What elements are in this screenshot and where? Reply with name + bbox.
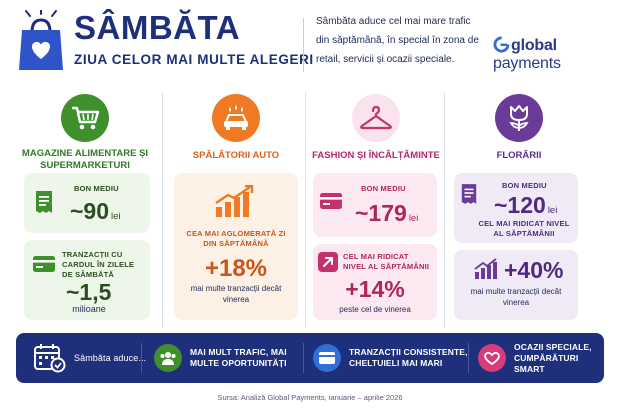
shopping-bag-heart-icon bbox=[19, 10, 63, 70]
column-title: FASHION ȘI ÎNCĂLȚĂMINTE bbox=[312, 150, 440, 161]
unit: lei bbox=[111, 211, 121, 222]
receipt-icon bbox=[461, 184, 477, 204]
calendar-check-icon bbox=[34, 344, 66, 373]
column-divider bbox=[444, 92, 445, 328]
value: ~179 bbox=[355, 200, 407, 226]
card-avg-receipt: BON MEDIU ~120 lei CEL MAI RIDICAT NIVEL … bbox=[454, 173, 578, 243]
card-label: CEA MAI AGLOMERATĂ ZI DIN SĂPTĂMÂNĂ bbox=[186, 229, 286, 248]
card-icon bbox=[33, 256, 55, 272]
column-divider bbox=[162, 92, 163, 328]
transactions-unit: milioane bbox=[72, 304, 106, 314]
busiest-day-value: +18% bbox=[204, 255, 268, 282]
summary-transactions: TRANZACȚII CONSISTENTE, CHELTUIELI MAI M… bbox=[313, 333, 473, 383]
growth-value: +40% bbox=[504, 257, 564, 283]
column-florists: FLORĂRII bbox=[450, 94, 588, 162]
growth-caption: mai multe tranzacții decât vinerea bbox=[470, 287, 562, 307]
intro-text: Sâmbăta aduce cel mai mare trafic din să… bbox=[316, 16, 479, 65]
heart-icon bbox=[478, 344, 506, 372]
summary-occasions: OCAZII SPECIALE, CUMPĂRĂTURI SMART bbox=[478, 333, 604, 383]
highest-level-caption: peste cel de vinerea bbox=[339, 305, 411, 314]
arrow-up-right-icon bbox=[318, 252, 338, 272]
page-title: SÂMBĂTA bbox=[74, 9, 241, 46]
highest-level-note: CEL MAI RIDICAT NIVEL AL SĂPTĂMÂNII bbox=[478, 219, 570, 238]
logo-mark-icon bbox=[493, 36, 510, 53]
people-icon bbox=[154, 344, 182, 372]
column-title: MAGAZINE ALIMENTARE ȘI SUPERMARKETURI bbox=[21, 148, 149, 171]
transactions-value: ~1,5 bbox=[66, 279, 112, 305]
card-busiest-day: CEA MAI AGLOMERATĂ ZI DIN SĂPTĂMÂNĂ +18%… bbox=[174, 173, 298, 320]
logo-bold-text: global bbox=[511, 37, 557, 54]
column-title: SPĂLĂTORII AUTO bbox=[192, 150, 280, 161]
card-avg-receipt: BON MEDIU ~90 lei bbox=[24, 173, 150, 233]
highest-level-value: +14% bbox=[345, 276, 405, 302]
busiest-day-caption: mai multe tranzacții decât vinerea bbox=[190, 284, 282, 304]
card-label: BON MEDIU bbox=[502, 181, 547, 190]
hanger-icon bbox=[352, 94, 400, 142]
unit: lei bbox=[408, 213, 419, 224]
car-wash-icon bbox=[212, 94, 260, 142]
summary-transactions-text: TRANZACȚII CONSISTENTE, CHELTUIELI MAI M… bbox=[349, 347, 468, 368]
column-groceries: MAGAZINE ALIMENTARE ȘI SUPERMARKETURI bbox=[16, 94, 154, 172]
unit: lei bbox=[547, 205, 558, 216]
value: ~120 bbox=[494, 192, 546, 218]
card-icon bbox=[313, 344, 341, 372]
card-label: BON MEDIU bbox=[74, 184, 119, 193]
card-saturday-transactions: TRANZACȚII CU CARDUL ÎN ZILELE DE SÂMBĂT… bbox=[24, 240, 150, 320]
card-avg-receipt: BON MEDIU ~179 lei bbox=[313, 173, 437, 237]
summary-occasions-text: OCAZII SPECIALE, CUMPĂRĂTURI SMART bbox=[514, 341, 592, 374]
summary-bar: Sâmbăta aduce... MAI MULT TRAFIC, MAI MU… bbox=[16, 333, 604, 383]
bar-divider bbox=[303, 343, 304, 373]
card-label: TRANZACȚII CU CARDUL ÎN ZILELE DE SÂMBĂT… bbox=[62, 250, 135, 279]
summary-lead-text: Sâmbăta aduce... bbox=[74, 352, 147, 363]
header-divider bbox=[303, 18, 304, 72]
avg-receipt-value: ~179 lei bbox=[355, 201, 418, 231]
logo-rest-text: payments bbox=[493, 55, 561, 72]
card-icon bbox=[320, 193, 342, 209]
tulip-icon bbox=[495, 94, 543, 142]
avg-receipt-value: ~90 lei bbox=[70, 199, 121, 229]
card-highest-level: CEL MAI RIDICAT NIVEL AL SĂPTĂMÂNII +14%… bbox=[313, 244, 437, 320]
bar-chart-up-icon bbox=[474, 258, 497, 279]
bar-divider bbox=[141, 343, 142, 373]
avg-receipt-value: ~120 lei bbox=[494, 193, 557, 223]
column-fashion: FASHION ȘI ÎNCĂLȚĂMINTE bbox=[307, 94, 445, 162]
column-divider bbox=[305, 92, 306, 328]
value: ~90 bbox=[70, 198, 110, 224]
summary-traffic-text: MAI MULT TRAFIC, MAI MULTE OPORTUNITĂȚI bbox=[190, 347, 287, 368]
bar-divider bbox=[468, 343, 469, 373]
card-label: BON MEDIU bbox=[361, 184, 406, 193]
summary-traffic: MAI MULT TRAFIC, MAI MULTE OPORTUNITĂȚI bbox=[154, 333, 308, 383]
card-transactions-growth: +40% mai multe tranzacții decât vinerea bbox=[454, 250, 578, 320]
summary-lead: Sâmbăta aduce... bbox=[34, 333, 146, 383]
column-title: FLORĂRII bbox=[496, 150, 542, 161]
global-payments-logo: global payments bbox=[493, 36, 620, 73]
source-note: Sursa: Analiză Global Payments, ianuarie… bbox=[217, 393, 403, 402]
card-label: CEL MAI RIDICAT NIVEL AL SĂPTĂMÂNII bbox=[343, 252, 430, 271]
column-car-wash: SPĂLĂTORII AUTO bbox=[167, 94, 305, 162]
receipt-icon bbox=[36, 191, 52, 213]
shopping-cart-icon bbox=[61, 94, 109, 142]
bar-chart-up-icon bbox=[215, 185, 254, 217]
page-subtitle: ZIUA CELOR MAI MULTE ALEGERI bbox=[74, 52, 314, 67]
